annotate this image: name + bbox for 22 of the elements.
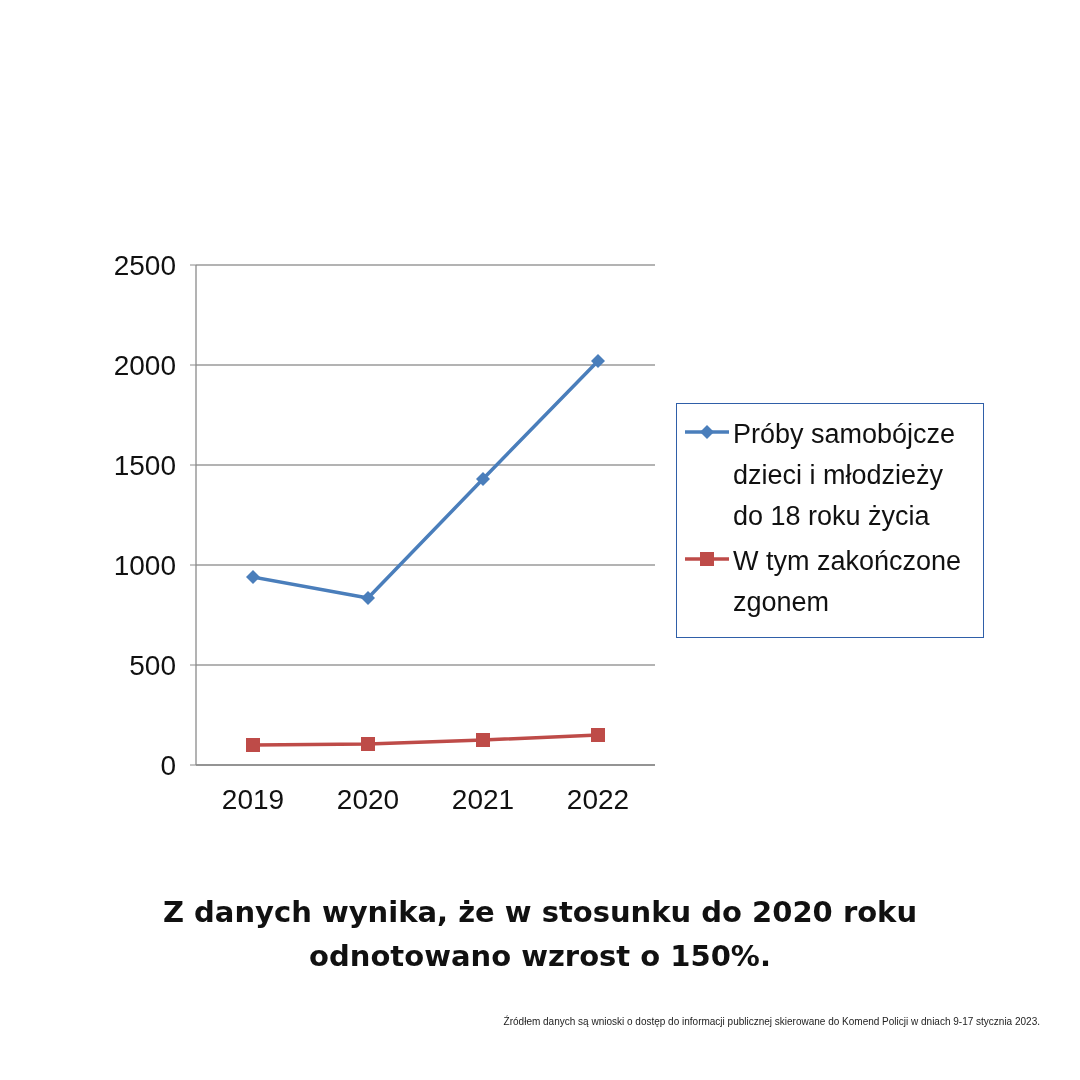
point bbox=[476, 733, 490, 747]
y-tick-label: 2500 bbox=[113, 249, 176, 281]
point bbox=[246, 738, 260, 752]
point bbox=[361, 591, 375, 605]
x-tick-label: 2022 bbox=[566, 783, 630, 815]
y-tick-label: 1000 bbox=[113, 549, 176, 581]
y-tick-label: 0 bbox=[160, 749, 176, 781]
point bbox=[591, 728, 605, 742]
text: Źródłem danych są wnioski o dostęp do informacji publicznej skierowane do Komend Policji w dniach 9-17 stycznia 2023. bbox=[502, 1016, 1040, 1027]
point bbox=[591, 354, 605, 368]
x-tick-label: 2021 bbox=[451, 783, 515, 815]
point bbox=[246, 570, 260, 584]
legend-label: Próby samobójcze dzieci i młodzieży do 18 roku życia bbox=[733, 418, 957, 533]
y-tick-label: 500 bbox=[129, 649, 176, 681]
point bbox=[476, 472, 490, 486]
y-tick-label: 1500 bbox=[113, 449, 176, 481]
point bbox=[361, 737, 375, 751]
text: Z danych wynika, że w stosunku do 2020 roku odnotowano wzrost o 150%. bbox=[161, 894, 919, 975]
x-tick-label: 2019 bbox=[221, 783, 285, 815]
legend-label: W tym zakończone zgonem bbox=[733, 545, 963, 619]
y-tick-label: 2000 bbox=[113, 349, 176, 381]
x-tick-label: 2020 bbox=[336, 783, 400, 815]
